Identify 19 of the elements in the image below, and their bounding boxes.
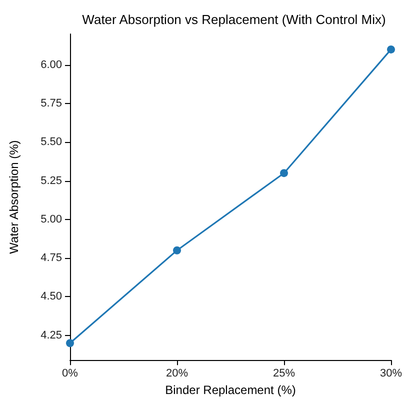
point [387,45,395,54]
point [173,246,181,254]
y-tick-label: 5.75 [40,98,62,110]
y-axis-title: Water Absorption (%) [7,140,21,254]
y-tick-label: 4.75 [40,252,62,264]
point [280,169,288,178]
y-tick-label: 5.00 [40,213,62,226]
y-tick-label: 4.50 [40,290,62,303]
x-axis-title: Binder Replacement (%) [165,383,296,397]
x-tick-label: 30% [380,368,402,380]
y-tick-label: 5.25 [40,174,62,187]
x-tick-label: 0% [62,368,78,380]
y-tick-label: 6.00 [40,58,62,71]
x-tick-label: 25% [272,368,296,380]
point [66,339,74,348]
x-tick-label: 20% [166,368,188,380]
y-tick-label: 4.25 [40,329,62,342]
y-tick-label: 5.50 [40,136,62,148]
chart-title: Water Absorption vs Replacement (With Control Mix) [82,12,386,27]
